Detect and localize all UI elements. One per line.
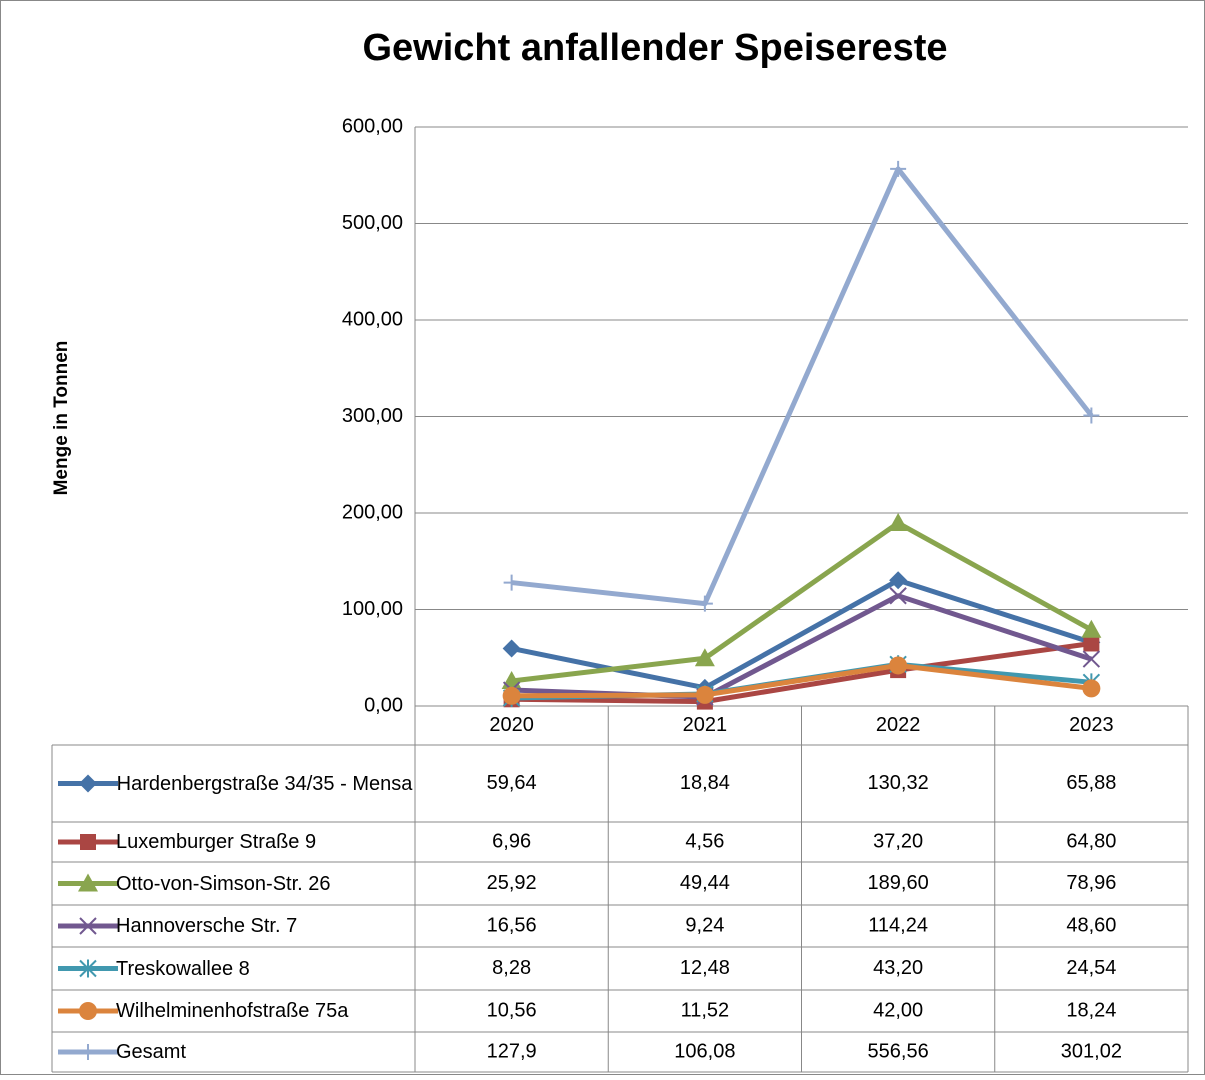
series-line xyxy=(511,640,1092,705)
table-value: 6,96 xyxy=(492,830,531,852)
legend-marker xyxy=(78,873,98,892)
series-line xyxy=(511,662,1092,699)
x-tick-label: 2023 xyxy=(1069,714,1114,736)
legend-marker xyxy=(80,1044,96,1060)
legend-marker xyxy=(79,959,97,978)
legend-label: Wilhelminenhofstraße 75a xyxy=(116,1000,349,1022)
table-value: 9,24 xyxy=(685,914,724,936)
y-axis-label: Menge in Tonnen xyxy=(51,341,72,496)
table-value: 130,32 xyxy=(868,772,929,794)
legend-marker xyxy=(79,1002,97,1020)
table-value: 65,88 xyxy=(1066,772,1116,794)
table-value: 18,24 xyxy=(1066,999,1116,1021)
table-value: 127,9 xyxy=(487,1040,537,1062)
marker xyxy=(889,587,907,605)
y-tick-label: 400,00 xyxy=(342,308,403,330)
marker xyxy=(888,513,909,532)
legend-label-box: Luxemburger Straße 9 xyxy=(116,831,317,853)
marker xyxy=(1083,635,1100,652)
table-value: 37,20 xyxy=(873,830,923,852)
table-value: 189,60 xyxy=(868,872,929,894)
table-value: 18,84 xyxy=(680,772,730,794)
x-tick-label: 2021 xyxy=(683,714,728,736)
legend-marker xyxy=(79,774,97,793)
y-tick-label: 100,00 xyxy=(342,598,403,620)
legend-label-box: Wilhelminenhofstraße 75a xyxy=(116,1000,349,1022)
table-value: 48,60 xyxy=(1066,914,1116,936)
table-value: 43,20 xyxy=(873,957,923,979)
legend-label: Luxemburger Straße 9 xyxy=(116,831,317,853)
y-tick-label: 500,00 xyxy=(342,212,403,234)
marker xyxy=(890,160,907,177)
series xyxy=(502,656,1101,705)
marker xyxy=(889,656,908,675)
table-value: 301,02 xyxy=(1061,1040,1122,1062)
y-tick-label: 600,00 xyxy=(342,115,403,137)
marker xyxy=(1081,619,1102,638)
marker xyxy=(695,685,714,704)
series xyxy=(503,160,1100,612)
marker xyxy=(1082,679,1101,698)
table-value: 25,92 xyxy=(487,872,537,894)
marker xyxy=(696,595,713,612)
table-value: 42,00 xyxy=(873,999,923,1021)
table-value: 8,28 xyxy=(492,957,531,979)
marker xyxy=(502,686,521,705)
legend-label: Treskowallee 8 xyxy=(116,957,250,980)
legend-label: Hardenbergstraße 34/35 - Mensa xyxy=(116,772,413,795)
y-tick-label: 0,00 xyxy=(364,694,403,716)
legend-marker xyxy=(80,834,96,850)
legend-label: Hannoversche Str. 7 xyxy=(116,915,298,937)
table-value: 10,56 xyxy=(487,999,537,1021)
legend-label-box: Hardenbergstraße 34/35 - Mensa xyxy=(116,772,413,795)
marker xyxy=(502,639,521,658)
table-value: 64,80 xyxy=(1066,830,1116,852)
series-line xyxy=(511,166,1094,607)
marker xyxy=(694,648,715,667)
table-value: 78,96 xyxy=(1066,872,1116,894)
table-value: 4,56 xyxy=(685,830,724,852)
y-tick-label: 200,00 xyxy=(342,501,403,523)
table-value: 106,08 xyxy=(674,1040,735,1062)
legend-label: Otto-von-Simson-Str. 26 xyxy=(116,872,331,895)
x-tick-label: 2022 xyxy=(876,714,921,736)
legend-label-box: Treskowallee 8 xyxy=(116,957,250,980)
table-value: 24,54 xyxy=(1066,957,1116,979)
series-line xyxy=(511,520,1093,684)
table-value: 16,56 xyxy=(487,914,537,936)
legend-label-box: Gesamt xyxy=(116,1041,187,1063)
legend-label-box: Otto-von-Simson-Str. 26 xyxy=(116,872,331,895)
marker xyxy=(1082,650,1101,668)
legend-label: Gesamt xyxy=(116,1041,187,1063)
chart-title: Gewicht anfallender Speisereste xyxy=(362,27,947,69)
x-tick-label: 2020 xyxy=(489,714,534,736)
y-tick-label: 300,00 xyxy=(342,405,403,427)
table-value: 49,44 xyxy=(680,872,730,894)
table-value: 556,56 xyxy=(868,1040,929,1062)
table-value: 11,52 xyxy=(681,999,730,1021)
table-value: 59,64 xyxy=(487,772,537,794)
marker xyxy=(503,574,520,591)
legend-marker xyxy=(79,917,97,935)
table-value: 12,48 xyxy=(680,957,730,979)
marker xyxy=(1083,407,1100,424)
table-value: 114,24 xyxy=(868,914,928,936)
legend-label-box: Hannoversche Str. 7 xyxy=(116,915,298,937)
marker xyxy=(889,571,908,590)
